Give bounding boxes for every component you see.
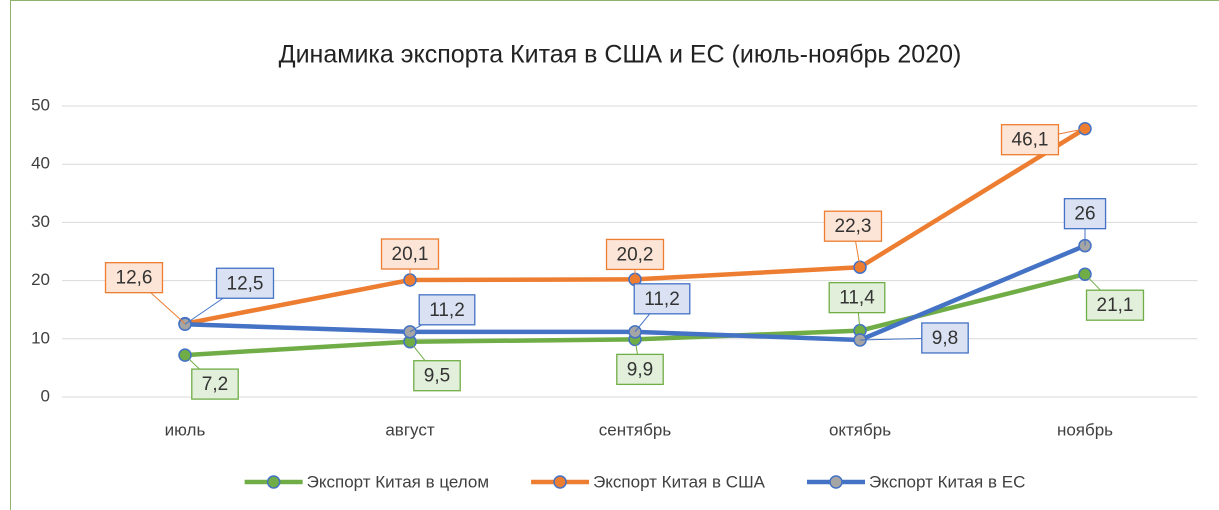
label-box <box>633 283 691 315</box>
legend-label: Экспорт Китая в целом <box>307 472 489 491</box>
legend-item: Экспорт Китая в ЕС <box>807 472 1025 491</box>
data-label: 22,3 <box>823 210 883 268</box>
value-label: 7,2 <box>202 374 228 395</box>
data-label: 21,1 <box>1084 273 1145 321</box>
y-tick-label: 0 <box>41 386 50 405</box>
y-tick-label: 40 <box>31 154 50 173</box>
legend-label: Экспорт Китая в ЕС <box>869 472 1025 491</box>
data-label: 20,1 <box>380 238 440 281</box>
data-label: 46,1 <box>1000 124 1086 156</box>
label-box <box>380 238 440 270</box>
x-tick-label: ноябрь <box>1057 420 1113 439</box>
legend-marker <box>553 475 567 489</box>
data-label: 9,8 <box>859 322 969 354</box>
label-box <box>605 238 665 271</box>
value-label: 9,9 <box>627 359 653 380</box>
value-label: 9,8 <box>932 328 958 349</box>
data-label: 11,4 <box>828 282 886 331</box>
legend-item: Экспорт Китая в США <box>531 472 766 491</box>
legend-marker <box>266 475 281 489</box>
legend-label: Экспорт Китая в США <box>593 472 766 491</box>
data-label: 11,2 <box>633 283 691 333</box>
value-label: 26 <box>1074 204 1095 225</box>
data-label: 26 <box>1063 198 1107 246</box>
label-box <box>828 282 886 314</box>
x-tick-label: октябрь <box>829 420 891 439</box>
legend-marker <box>829 475 843 489</box>
data-label: 9,9 <box>616 339 664 386</box>
label-box <box>823 210 883 242</box>
x-tick-label: июль <box>165 420 206 439</box>
value-label: 21,1 <box>1097 295 1134 316</box>
label-box <box>616 353 664 386</box>
label-box <box>921 322 969 354</box>
value-label: 20,2 <box>617 244 654 265</box>
value-label: 20,1 <box>392 244 429 265</box>
data-label: 20,2 <box>605 238 665 280</box>
value-label: 46,1 <box>1012 130 1049 151</box>
label-box <box>1085 289 1145 321</box>
label-box <box>1000 124 1060 156</box>
x-tick-label: сентябрь <box>599 420 672 439</box>
data-label: 11,2 <box>409 294 476 333</box>
legend-item: Экспорт Китая в целом <box>244 472 489 491</box>
value-label: 22,3 <box>835 216 872 237</box>
label-box <box>1063 198 1107 230</box>
value-label: 9,5 <box>424 366 450 387</box>
y-tick-label: 30 <box>31 212 50 231</box>
label-box <box>104 262 164 294</box>
y-tick-label: 50 <box>31 95 50 114</box>
label-box <box>215 267 275 299</box>
value-label: 12,5 <box>227 273 264 294</box>
label-box <box>413 360 461 392</box>
value-label: 11,4 <box>839 288 875 309</box>
data-label: 12,5 <box>184 267 275 325</box>
label-box <box>191 368 239 400</box>
y-tick-label: 10 <box>31 328 50 347</box>
label-box <box>418 294 476 326</box>
y-tick-label: 20 <box>31 270 50 289</box>
value-label: 12,6 <box>116 268 153 289</box>
value-label: 11,2 <box>644 289 680 310</box>
data-label: 9,5 <box>409 341 461 392</box>
data-label: 12,6 <box>104 262 186 325</box>
value-label: 11,2 <box>429 300 465 321</box>
x-tick-label: август <box>385 420 434 439</box>
chart-title: Динамика экспорта Китая в США и ЕС (июль… <box>279 41 962 69</box>
data-label: 7,2 <box>184 354 239 400</box>
